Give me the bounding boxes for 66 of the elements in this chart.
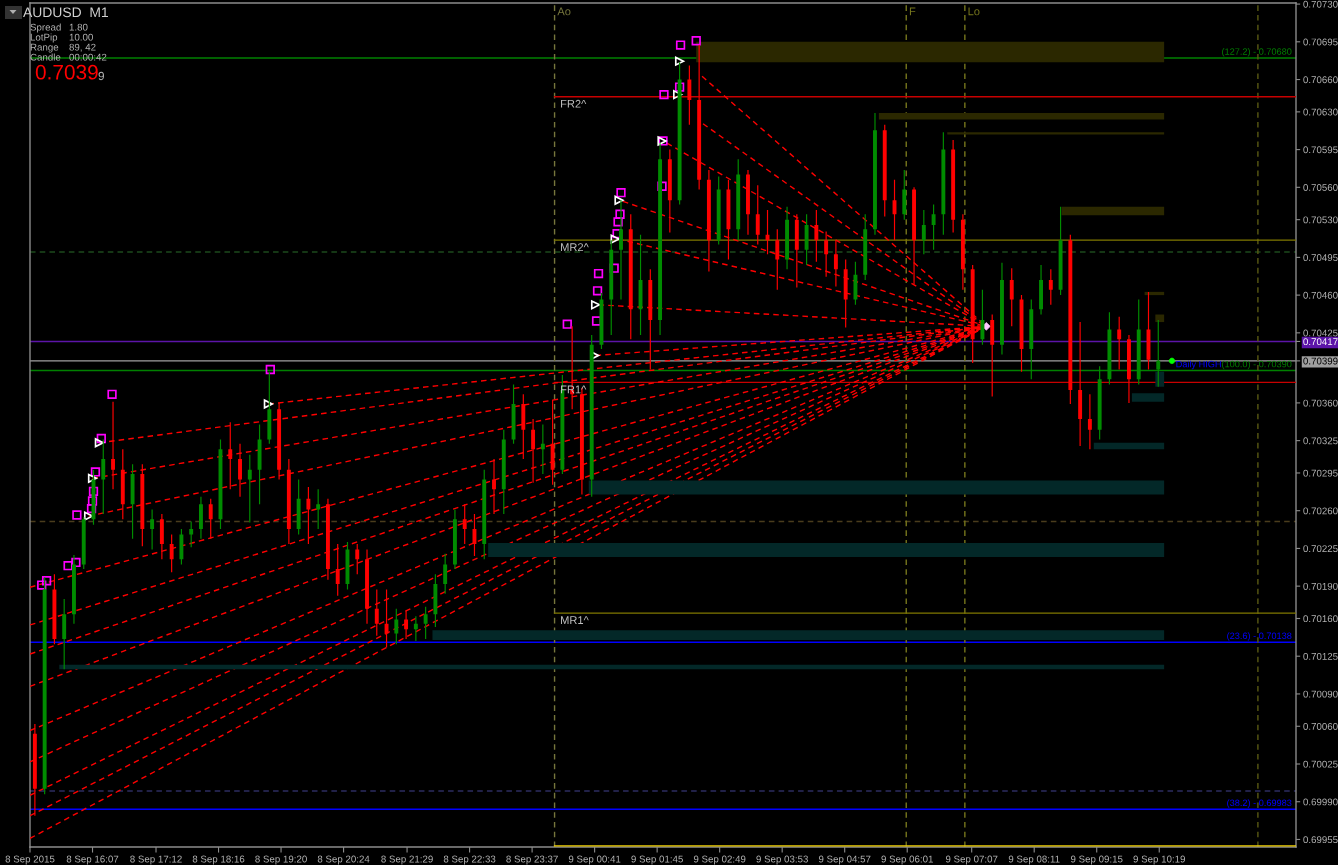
y-tick-label: 0.70295 [1303,469,1338,477]
y-tick-label: 0.70399 [1303,357,1338,365]
y-tick-label: 0.70060 [1303,723,1338,730]
y-tick-label: 0.69990 [1303,798,1338,806]
annotation: (127.2) - 0.70680 [1222,48,1292,57]
y-tick-label: 0.70360 [1303,399,1338,407]
y-tick-label: 0.70325 [1303,437,1338,445]
x-tick-label: 8 Sep 22:33 [443,855,496,865]
annotation: LotPip [30,33,58,43]
series-label: MR2^ [561,243,589,251]
y-tick-label: 0.70417 [1303,338,1338,346]
y-tick-label: 0.70190 [1303,582,1338,590]
ref-line-label: Lo [968,7,980,16]
x-tick-label: 8 Sep 23:37 [506,855,558,865]
annotation: 0.7039 [35,64,98,80]
x-tick-label: 8 Sep 18:16 [192,855,245,865]
y-tick-label: 0.70495 [1303,254,1338,261]
x-tick-label: 9 Sep 01:45 [631,855,683,865]
y-tick-label: 0.70730 [1303,0,1338,8]
y-tick-label: 0.70530 [1303,216,1338,224]
ref-line-label: Ao [557,7,571,16]
annotation: 9 [98,71,105,81]
y-tick-label: 0.70160 [1303,615,1338,623]
x-tick-label: 8 Sep 16:07 [66,855,119,865]
x-tick-label: 8 Sep 2015 [5,855,55,865]
y-tick-label: 0.70695 [1303,38,1338,46]
y-tick-label: 0.70560 [1303,184,1338,191]
x-tick-label: 9 Sep 10:19 [1133,855,1185,865]
annotation: 1.80 [69,23,88,31]
y-tick-label: 0.70025 [1303,760,1338,768]
annotation: Spread [30,23,61,33]
series-label: FR2^ [561,99,587,108]
y-tick-label: 0.70595 [1303,146,1338,154]
x-tick-label: 9 Sep 08:11 [1008,855,1060,865]
y-tick-label: 0.70660 [1303,76,1338,84]
annotation: (38.2) - 0.69983 [1227,799,1292,808]
annotation: Daily HIGH [1176,360,1221,370]
y-tick-label: 0.70225 [1303,545,1338,553]
y-tick-label: 0.69955 [1303,836,1338,844]
y-tick-label: 0.70460 [1303,291,1338,299]
x-tick-label: 8 Sep 19:20 [255,855,307,865]
y-tick-label: 0.70630 [1303,108,1338,116]
x-tick-label: 8 Sep 17:12 [130,855,182,865]
y-tick-label: 0.70425 [1303,329,1338,337]
series-label: MR1^ [561,616,589,624]
x-tick-label: 9 Sep 03:53 [756,855,808,865]
annotation: Candle [30,53,61,61]
x-tick-label: 9 Sep 06:01 [881,855,933,865]
y-tick-label: 0.70260 [1303,507,1338,515]
x-tick-label: 9 Sep 00:41 [568,855,621,865]
annotation: Range [30,43,59,53]
x-tick-label: 9 Sep 04:57 [818,855,871,865]
x-tick-label: 9 Sep 09:15 [1070,855,1123,865]
x-tick-label: 9 Sep 07:07 [945,855,998,865]
x-tick-label: 8 Sep 21:29 [381,855,433,865]
chart-title: AUDUSD M1 [23,7,108,18]
x-tick-label: 9 Sep 02:49 [693,855,746,865]
annotation: 89, 42 [69,43,96,52]
annotation: (23.6) - 0.70138 [1227,632,1292,641]
y-tick-label: 0.70125 [1303,652,1338,660]
annotation: 00:00:42 [69,53,107,61]
annotation: 10.00 [69,33,93,41]
ref-line-label: F [909,7,916,16]
x-tick-label: 8 Sep 20:24 [317,855,370,865]
y-tick-label: 0.70090 [1303,690,1338,698]
annotation: (100.0) - 0.70390 [1222,360,1292,370]
